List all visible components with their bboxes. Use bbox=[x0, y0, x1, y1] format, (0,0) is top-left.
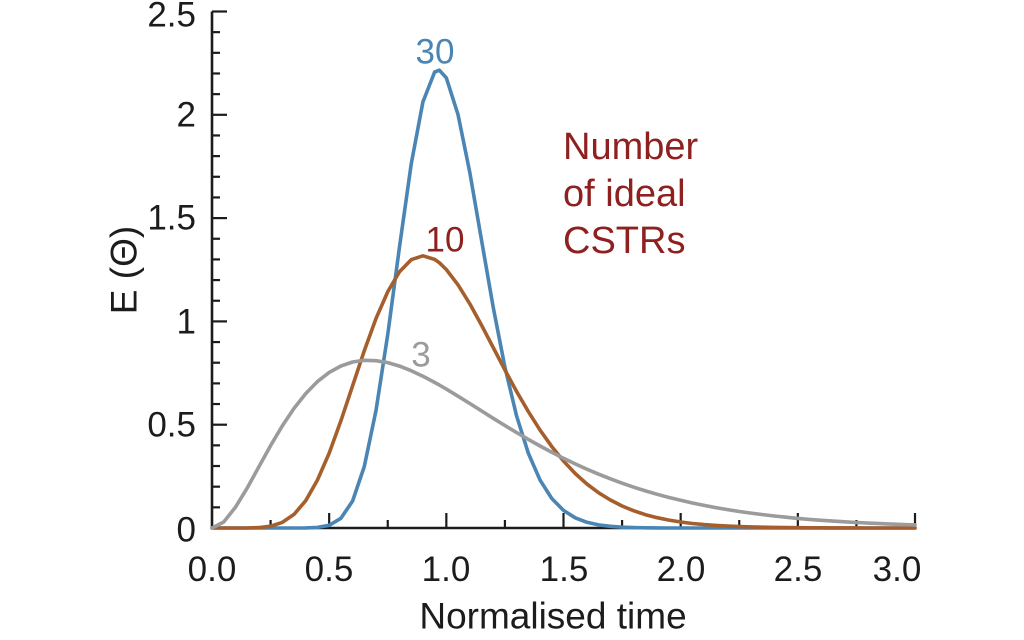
x-axis-label: Normalised time bbox=[419, 595, 687, 637]
x-tick-label-2p5: 2.5 bbox=[773, 550, 823, 589]
y-tick-label-1p5: 1.5 bbox=[147, 198, 196, 238]
curve-label-30: 30 bbox=[415, 32, 455, 72]
annotation-number-of-ideal-cstrs: Number of ideal CSTRs bbox=[563, 124, 698, 265]
x-tick-label-2p0: 2.0 bbox=[656, 550, 706, 589]
curve-label-10: 10 bbox=[425, 220, 465, 260]
annotation-line-2: of ideal bbox=[563, 173, 686, 215]
axes-spine bbox=[210, 11, 915, 530]
y-tick-label-0: 0 bbox=[176, 510, 196, 550]
y-axis-label: E (Θ) bbox=[103, 225, 145, 315]
y-tick-label-2p5: 2.5 bbox=[147, 0, 196, 35]
curve-label-3: 3 bbox=[411, 335, 431, 375]
y-tick-label-0p5: 0.5 bbox=[147, 405, 196, 445]
x-tick-label-0p0: 0.0 bbox=[187, 550, 237, 589]
y-tick-label-1: 1 bbox=[176, 302, 196, 342]
curve-n3 bbox=[210, 358, 917, 530]
annotation-line-3: CSTRs bbox=[563, 220, 686, 262]
x-tick-label-1p0: 1.0 bbox=[421, 550, 471, 589]
x-tick-label-1p5: 1.5 bbox=[539, 550, 589, 589]
curve-n10 bbox=[210, 254, 917, 530]
y-tick-label-2: 2 bbox=[176, 95, 196, 135]
annotation-line-1: Number bbox=[563, 126, 699, 168]
x-tick-label-0p5: 0.5 bbox=[304, 550, 354, 589]
x-tick-label-3p0: 3.0 bbox=[872, 550, 922, 589]
